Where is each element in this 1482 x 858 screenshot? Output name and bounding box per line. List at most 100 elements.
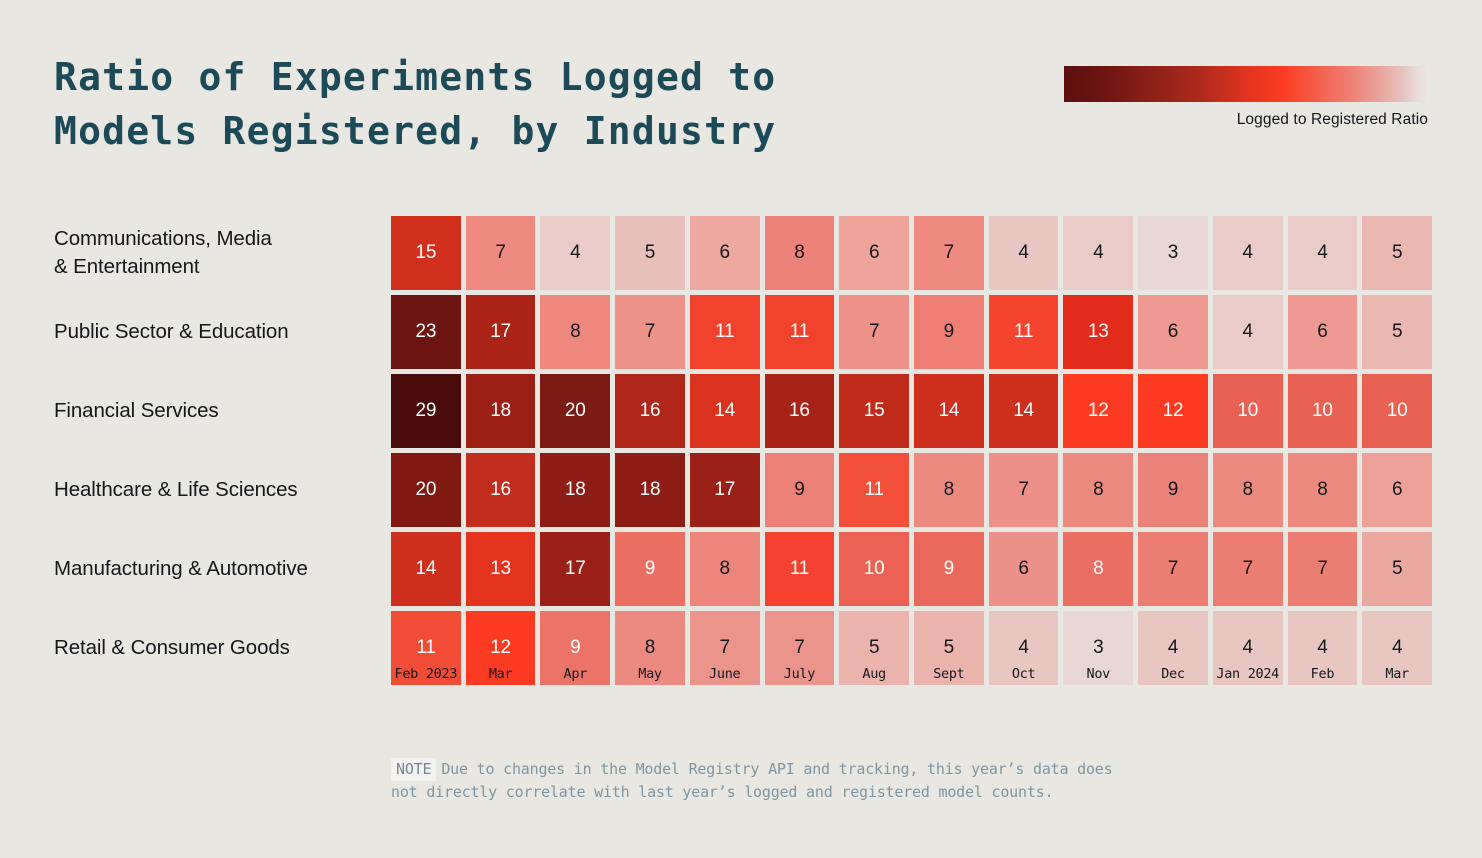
heatmap-cell[interactable]: 20 — [391, 453, 461, 527]
heatmap-cell[interactable]: 8 — [1212, 453, 1283, 527]
heatmap-cell[interactable]: 17 — [540, 532, 611, 606]
heatmap-cell[interactable]: 15 — [391, 216, 461, 290]
heatmap-cell[interactable]: 3 — [1063, 611, 1134, 685]
heatmap-cell[interactable]: 5 — [615, 216, 685, 290]
heatmap-cell[interactable]: 18 — [615, 453, 685, 527]
heatmap-cell[interactable]: 5 — [1362, 216, 1432, 290]
heatmap-cell[interactable]: 11 — [839, 453, 909, 527]
heatmap-cell[interactable]: 7 — [1138, 532, 1208, 606]
heatmap-cell[interactable]: 14 — [391, 532, 461, 606]
heatmap-cell[interactable]: 20 — [540, 374, 611, 448]
heatmap-cell[interactable]: 9 — [540, 611, 611, 685]
heatmap-cell[interactable]: 11 — [764, 295, 835, 369]
heatmap-cell[interactable]: 13 — [1063, 295, 1134, 369]
heatmap-cell[interactable]: 16 — [764, 374, 835, 448]
heatmap-cell[interactable]: 12 — [1138, 374, 1208, 448]
x-axis-tick: Feb — [1310, 666, 1335, 682]
note-badge: NOTE — [391, 758, 437, 781]
heatmap-cell[interactable]: 18 — [465, 374, 536, 448]
heatmap-cell[interactable]: 14 — [914, 374, 984, 448]
heatmap-cell[interactable]: 4 — [988, 216, 1059, 290]
heatmap-row-cells: 20 16 18 18 17 9 11 8 7 8 9 8 8 6 — [391, 453, 1432, 527]
heatmap-cell[interactable]: 16 — [615, 374, 685, 448]
heatmap-cell[interactable]: 5 — [1362, 532, 1432, 606]
heatmap-cell[interactable]: 23 — [391, 295, 461, 369]
heatmap-cell[interactable]: 9 — [1138, 453, 1208, 527]
heatmap-cell[interactable]: 8 — [764, 216, 835, 290]
heatmap-cell[interactable]: 4 — [1287, 216, 1358, 290]
x-axis-tick: Sept — [933, 666, 965, 682]
heatmap-cell[interactable]: 10 — [1287, 374, 1358, 448]
heatmap-cell[interactable]: 4 — [1212, 295, 1283, 369]
heatmap-cell[interactable]: 6 — [1362, 453, 1432, 527]
heatmap-cell[interactable]: 11 — [391, 611, 461, 685]
heatmap-cell[interactable]: 5 — [839, 611, 909, 685]
heatmap-cell[interactable]: 15 — [839, 374, 909, 448]
heatmap-cell[interactable]: 8 — [1287, 453, 1358, 527]
heatmap-cell[interactable]: 7 — [689, 611, 760, 685]
heatmap-cell[interactable]: 10 — [1212, 374, 1283, 448]
heatmap-cell[interactable]: 7 — [1212, 532, 1283, 606]
heatmap-cell[interactable]: 8 — [615, 611, 685, 685]
heatmap-cell[interactable]: 6 — [1138, 295, 1208, 369]
heatmap-cell[interactable]: 9 — [914, 295, 984, 369]
heatmap-cell[interactable]: 18 — [540, 453, 611, 527]
heatmap-cell[interactable]: 6 — [689, 216, 760, 290]
heatmap-cell[interactable]: 14 — [689, 374, 760, 448]
heatmap-cell[interactable]: 4 — [1063, 216, 1134, 290]
heatmap-cell[interactable]: 5 — [1362, 295, 1432, 369]
heatmap-cell[interactable]: 7 — [615, 295, 685, 369]
heatmap-cell[interactable]: 6 — [839, 216, 909, 290]
heatmap-row-cells: 23 17 8 7 11 11 7 9 11 13 6 4 6 5 — [391, 295, 1432, 369]
x-axis-tick: Aug — [862, 666, 886, 682]
heatmap-cell[interactable]: 4 — [1138, 611, 1208, 685]
heatmap-cell[interactable]: 11 — [764, 532, 835, 606]
heatmap-cell[interactable]: 6 — [1287, 295, 1358, 369]
heatmap-cell[interactable]: 8 — [914, 453, 984, 527]
x-axis-tick: Jan 2024 — [1216, 666, 1280, 682]
heatmap-cell[interactable]: 5 — [914, 611, 984, 685]
heatmap-cell[interactable]: 10 — [839, 532, 909, 606]
heatmap-cell[interactable]: 14 — [988, 374, 1059, 448]
heatmap-cell[interactable]: 7 — [1287, 532, 1358, 606]
heatmap-cell[interactable]: 9 — [914, 532, 984, 606]
x-axis-tick: Feb 2023 — [394, 666, 458, 682]
heatmap-cell[interactable]: 8 — [1063, 532, 1134, 606]
footnote-text: Due to changes in the Model Registry API… — [391, 760, 1113, 801]
x-axis-tick: Mar — [1385, 666, 1409, 682]
heatmap-cell[interactable]: 4 — [1362, 611, 1432, 685]
heatmap-cell[interactable]: 4 — [1287, 611, 1358, 685]
heatmap-cell[interactable]: 12 — [465, 611, 536, 685]
heatmap-cell[interactable]: 7 — [839, 295, 909, 369]
heatmap-cell[interactable]: 9 — [764, 453, 835, 527]
x-axis-tick: Oct — [1011, 666, 1036, 682]
heatmap-cell[interactable]: 9 — [615, 532, 685, 606]
heatmap-cell[interactable]: 8 — [540, 295, 611, 369]
heatmap-cell[interactable]: 17 — [689, 453, 760, 527]
heatmap-cell[interactable]: 6 — [988, 532, 1059, 606]
heatmap-cell[interactable]: 3 — [1138, 216, 1208, 290]
x-axis-tick-labels: Feb 2023 Mar Apr May June July Aug Sept Oct Nov De… — [391, 666, 1432, 682]
heatmap-cell[interactable]: 7 — [988, 453, 1059, 527]
heatmap-cell[interactable]: 11 — [689, 295, 760, 369]
heatmap-cell[interactable]: 7 — [914, 216, 984, 290]
heatmap-cell[interactable]: 10 — [1362, 374, 1432, 448]
heatmap-cell[interactable]: 13 — [465, 532, 536, 606]
heatmap-cell[interactable]: 12 — [1063, 374, 1134, 448]
heatmap-cell[interactable]: 4 — [988, 611, 1059, 685]
heatmap-cell[interactable]: 4 — [540, 216, 611, 290]
row-label: Communications, Media & Entertainment — [54, 227, 272, 278]
heatmap-cell[interactable]: 7 — [764, 611, 835, 685]
heatmap-cell[interactable]: 4 — [1212, 216, 1283, 290]
x-axis-tick: June — [709, 666, 741, 682]
x-axis-tick: July — [783, 666, 816, 682]
heatmap-cell[interactable]: 11 — [988, 295, 1059, 369]
heatmap-cell[interactable]: 7 — [465, 216, 536, 290]
heatmap-cell[interactable]: 17 — [465, 295, 536, 369]
heatmap-cell[interactable]: 4 — [1212, 611, 1283, 685]
heatmap-cell[interactable]: 8 — [689, 532, 760, 606]
heatmap-cell[interactable]: 29 — [391, 374, 461, 448]
heatmap-cell[interactable]: 8 — [1063, 453, 1134, 527]
heatmap-cell[interactable]: 16 — [465, 453, 536, 527]
